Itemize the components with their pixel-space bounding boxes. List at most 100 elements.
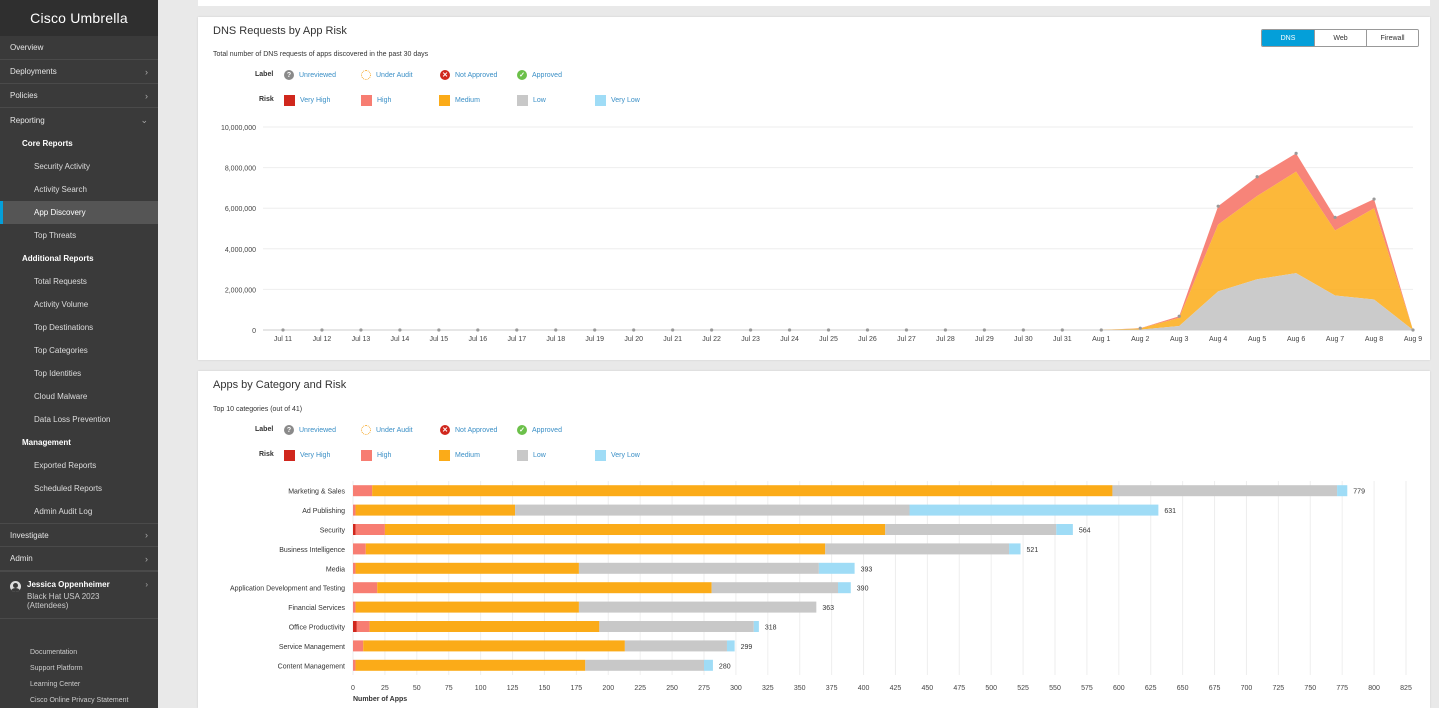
toggle-firewall[interactable]: Firewall	[1366, 30, 1418, 46]
legend-item-under-audit[interactable]: Under Audit	[361, 70, 413, 80]
x-tick-label: Jul 31	[1053, 336, 1072, 343]
x-tick-label: Aug 5	[1248, 336, 1266, 343]
legend-risk-high[interactable]: High	[361, 450, 391, 461]
legend-text: Under Audit	[376, 71, 413, 79]
legend-risk-very-high[interactable]: Very High	[284, 95, 330, 106]
x-tick-label: Jul 30	[1014, 336, 1033, 343]
data-point	[787, 328, 792, 332]
chevron-right-icon: ›	[145, 66, 148, 77]
sidebar-item-scheduled-reports[interactable]: Scheduled Reports	[34, 484, 103, 493]
management-heading: Management	[22, 438, 71, 447]
legend-item-approved[interactable]: ✓ Approved	[517, 425, 562, 435]
category-label: Security	[320, 528, 346, 535]
link-learning-center[interactable]: Learning Center	[30, 680, 81, 688]
sidebar-item-top-identities[interactable]: Top Identities	[34, 369, 82, 378]
user-profile[interactable]: Jessica Oppenheimer Black Hat USA 2023 (…	[0, 571, 158, 619]
legend-risk-medium[interactable]: Medium	[439, 95, 480, 106]
x-tick-label: Aug 1	[1092, 336, 1110, 343]
legend-item-approved[interactable]: ✓ Approved	[517, 70, 562, 80]
x-tick-label: Jul 29	[975, 336, 994, 343]
data-point	[281, 328, 285, 332]
data-point	[1333, 215, 1337, 219]
sidebar-item-security-activity[interactable]: Security Activity	[34, 162, 91, 171]
toggle-dns[interactable]: DNS	[1262, 30, 1314, 46]
nav-reporting[interactable]: Reporting ⌄	[0, 108, 158, 132]
legend-risk-medium[interactable]: Medium	[439, 450, 480, 461]
bar-total-label: 280	[719, 663, 731, 670]
sidebar-item-activity-search[interactable]: Activity Search	[34, 185, 87, 194]
legend-item-under-audit[interactable]: Under Audit	[361, 425, 413, 435]
previous-panel-edge	[198, 0, 1430, 6]
sidebar: Cisco Umbrella Overview Deployments › Pol…	[0, 0, 158, 708]
sidebar-item-total-requests[interactable]: Total Requests	[34, 277, 87, 286]
x-tick-label: Jul 28	[936, 336, 955, 343]
x-tick-label: 725	[1273, 685, 1285, 692]
user-name: Jessica Oppenheimer	[27, 580, 110, 589]
nav-overview[interactable]: Overview	[0, 36, 158, 60]
x-tick-label: 825	[1400, 685, 1412, 692]
legend-risk-low[interactable]: Low	[517, 450, 546, 461]
y-tick-label: 10,000,000	[221, 125, 256, 132]
x-tick-label: Jul 20	[624, 336, 643, 343]
sidebar-item-exported-reports[interactable]: Exported Reports	[34, 461, 97, 470]
link-privacy-statement[interactable]: Cisco Online Privacy Statement	[30, 696, 129, 704]
data-point	[748, 328, 753, 332]
x-tick-label: Aug 7	[1326, 336, 1344, 343]
area-series-high	[283, 153, 1413, 330]
link-documentation[interactable]: Documentation	[30, 648, 78, 656]
x-tick-label: Jul 11	[274, 336, 292, 343]
data-point	[710, 328, 714, 332]
legend-text: Not Approved	[455, 426, 498, 434]
legend-text: Approved	[532, 71, 562, 79]
y-tick-label: 6,000,000	[225, 206, 256, 213]
x-tick-label: 650	[1177, 685, 1189, 692]
area-series-medium	[283, 171, 1413, 330]
legend-risk-low[interactable]: Low	[517, 95, 546, 106]
bar-segment-medium	[355, 659, 586, 671]
nav-investigate[interactable]: Investigate ›	[0, 523, 158, 547]
legend-item-not-approved[interactable]: ✕ Not Approved	[440, 425, 497, 435]
legend-risk-very-low[interactable]: Very Low	[595, 95, 640, 106]
toggle-web[interactable]: Web	[1314, 30, 1366, 46]
link-support-platform[interactable]: Support Platform	[30, 664, 83, 672]
x-tick-label: Jul 15	[430, 336, 449, 343]
legend-text: Unreviewed	[299, 71, 336, 79]
bar-segment-high	[355, 524, 385, 535]
sidebar-item-top-destinations[interactable]: Top Destinations	[34, 323, 94, 332]
x-tick-label: Jul 25	[819, 336, 838, 343]
legend-item-unreviewed[interactable]: ? Unreviewed	[284, 70, 336, 80]
sidebar-item-data-loss-prevention[interactable]: Data Loss Prevention	[34, 415, 111, 424]
sidebar-item-admin-audit-log[interactable]: Admin Audit Log	[34, 507, 93, 516]
sidebar-item-top-categories[interactable]: Top Categories	[34, 346, 88, 355]
sidebar-item-activity-volume[interactable]: Activity Volume	[34, 300, 89, 309]
nav-policies[interactable]: Policies ›	[0, 84, 158, 108]
legend-swatch	[517, 450, 528, 461]
nav-admin[interactable]: Admin ›	[0, 547, 158, 571]
nav-deployments[interactable]: Deployments ›	[0, 60, 158, 84]
legend-risk-very-high[interactable]: Very High	[284, 450, 330, 461]
nav-label: Admin	[10, 554, 33, 563]
data-point	[982, 328, 986, 332]
core-reports-heading: Core Reports	[22, 139, 73, 148]
x-tick-label: 75	[445, 685, 453, 692]
x-tick-label: 300	[730, 685, 742, 692]
bar-segment-medium	[369, 621, 600, 632]
sidebar-item-cloud-malware[interactable]: Cloud Malware	[34, 392, 88, 401]
data-point	[904, 328, 909, 332]
data-point	[865, 328, 870, 332]
brand-logo[interactable]: Cisco Umbrella	[0, 0, 158, 36]
y-tick-label: 4,000,000	[225, 247, 256, 254]
sidebar-item-top-threats[interactable]: Top Threats	[34, 231, 77, 240]
x-tick-label: Jul 26	[858, 336, 877, 343]
legend-item-not-approved[interactable]: ✕ Not Approved	[440, 70, 497, 80]
data-point	[437, 328, 441, 332]
sidebar-item-app-discovery[interactable]: App Discovery	[0, 201, 158, 224]
legend-risk-high[interactable]: High	[361, 95, 391, 106]
legend-risk-heading: Risk	[259, 96, 274, 103]
legend-item-unreviewed[interactable]: ? Unreviewed	[284, 425, 336, 435]
bar-segment-very-low	[753, 621, 759, 632]
legend-risk-very-low[interactable]: Very Low	[595, 450, 640, 461]
question-icon: ?	[284, 70, 294, 80]
x-tick-label: 125	[507, 685, 519, 692]
x-tick-label: Aug 8	[1365, 336, 1383, 343]
